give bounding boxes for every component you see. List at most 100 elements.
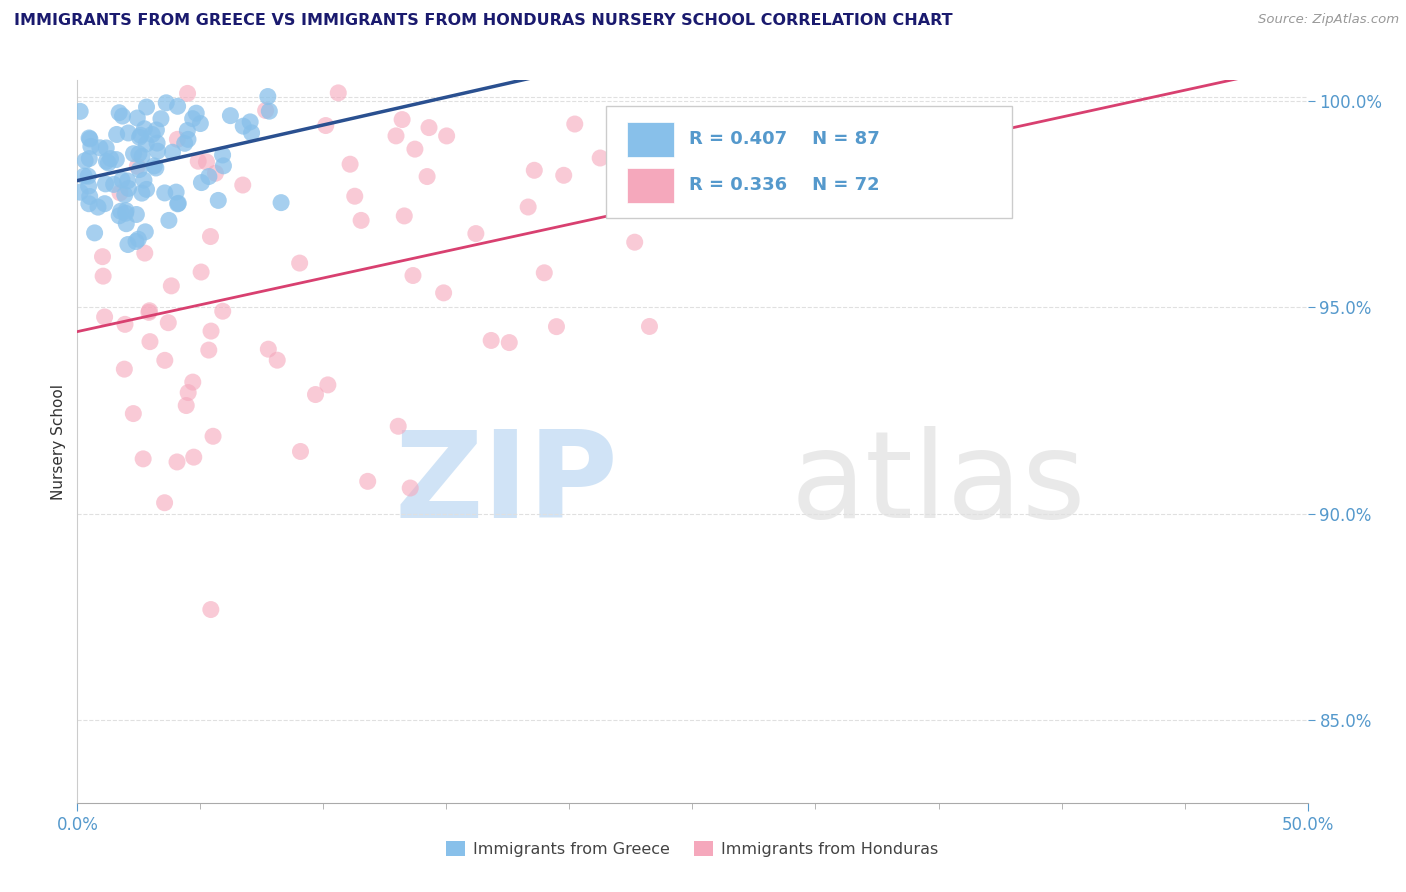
Point xyxy=(125,235,148,249)
Point xyxy=(343,189,366,203)
Point xyxy=(128,146,150,161)
Point xyxy=(112,362,135,376)
Point xyxy=(266,353,288,368)
Legend: Immigrants from Greece, Immigrants from Honduras: Immigrants from Greece, Immigrants from … xyxy=(440,835,945,863)
Text: R = 0.407    N = 87: R = 0.407 N = 87 xyxy=(689,129,880,147)
FancyBboxPatch shape xyxy=(627,168,673,202)
Point xyxy=(117,126,139,140)
Point xyxy=(96,154,118,169)
Point xyxy=(103,178,125,192)
Point xyxy=(134,246,156,260)
Point xyxy=(128,162,150,177)
Point xyxy=(153,496,176,510)
Point xyxy=(174,399,197,413)
Point xyxy=(166,197,188,211)
Point xyxy=(114,318,136,332)
Point xyxy=(546,319,568,334)
Point xyxy=(115,217,138,231)
Point xyxy=(533,266,555,280)
Point xyxy=(290,444,312,458)
Point xyxy=(195,155,218,169)
Point xyxy=(394,209,416,223)
Point xyxy=(328,86,350,100)
Point xyxy=(80,139,103,153)
Point xyxy=(135,182,157,196)
Text: Source: ZipAtlas.com: Source: ZipAtlas.com xyxy=(1258,13,1399,27)
Point xyxy=(404,142,426,156)
Point xyxy=(114,206,136,220)
Point xyxy=(108,186,131,200)
Point xyxy=(117,181,139,195)
Point xyxy=(181,375,204,389)
Point xyxy=(135,136,157,151)
Point xyxy=(131,186,153,201)
Point xyxy=(433,285,456,300)
Point xyxy=(77,169,100,184)
Point xyxy=(111,109,134,123)
Point xyxy=(165,185,187,199)
Text: R = 0.336    N = 72: R = 0.336 N = 72 xyxy=(689,176,879,194)
Point xyxy=(177,385,200,400)
Point xyxy=(479,334,502,348)
Point xyxy=(183,450,205,464)
Point xyxy=(385,128,408,143)
Point xyxy=(399,481,422,495)
Point xyxy=(79,132,101,146)
Point xyxy=(143,159,166,173)
Point xyxy=(157,213,180,227)
Point xyxy=(117,174,139,188)
Point xyxy=(146,136,169,150)
Point xyxy=(270,195,292,210)
Point xyxy=(589,151,612,165)
Point xyxy=(416,169,439,184)
Point xyxy=(219,109,242,123)
Point xyxy=(141,128,163,142)
Point xyxy=(108,209,131,223)
Point xyxy=(128,130,150,145)
Point xyxy=(96,141,118,155)
Point xyxy=(77,196,100,211)
Point xyxy=(75,153,97,168)
Point xyxy=(146,144,169,158)
Point xyxy=(166,99,188,113)
Point xyxy=(108,105,131,120)
FancyBboxPatch shape xyxy=(627,122,673,157)
Point xyxy=(200,602,222,616)
Point xyxy=(204,166,226,180)
Point xyxy=(315,119,337,133)
Text: atlas: atlas xyxy=(792,426,1087,543)
Point xyxy=(200,229,222,244)
Point xyxy=(122,407,145,421)
Point xyxy=(105,128,128,142)
Point xyxy=(256,89,278,103)
Point xyxy=(153,186,176,200)
Point xyxy=(181,112,204,126)
Point xyxy=(190,176,212,190)
Point xyxy=(153,353,176,368)
Point xyxy=(77,179,100,194)
Point xyxy=(111,173,134,187)
Point xyxy=(145,123,167,137)
Point xyxy=(132,173,155,187)
Point xyxy=(139,334,162,349)
Point xyxy=(176,123,198,137)
Point xyxy=(138,303,160,318)
Point xyxy=(211,304,233,318)
Point xyxy=(623,235,645,250)
Point xyxy=(166,132,188,146)
Point xyxy=(316,377,339,392)
Point xyxy=(617,199,640,213)
Point xyxy=(127,232,149,246)
Point xyxy=(257,342,280,356)
Point xyxy=(304,387,326,401)
Point xyxy=(498,335,520,350)
Point xyxy=(91,250,114,264)
Point xyxy=(131,149,153,163)
Point xyxy=(240,126,263,140)
Point xyxy=(83,226,105,240)
Point xyxy=(173,136,195,151)
Point xyxy=(188,117,211,131)
Point xyxy=(288,256,311,270)
Point xyxy=(186,106,208,120)
Point xyxy=(89,141,111,155)
